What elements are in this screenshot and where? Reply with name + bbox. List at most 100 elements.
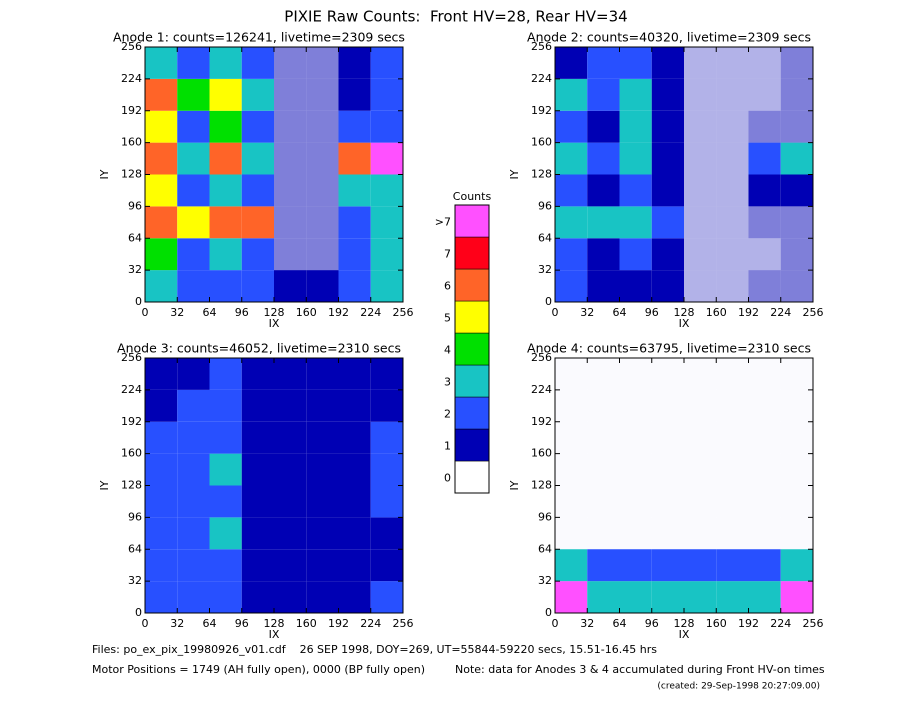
heatmap-cell	[274, 453, 307, 486]
heatmap-cell	[716, 270, 749, 302]
heatmap-cell	[145, 389, 178, 422]
colorbar-label: >7	[435, 216, 451, 229]
x-tick-label: 256	[393, 306, 414, 319]
heatmap-cell	[684, 358, 716, 390]
heatmap-cell	[370, 358, 403, 390]
heatmap-cell	[370, 142, 403, 175]
heatmap-cell	[241, 421, 274, 454]
heatmap-cell	[716, 517, 748, 549]
heatmap-cell	[145, 358, 178, 390]
x-tick-label: 96	[645, 617, 659, 630]
heatmap-cell	[684, 549, 717, 582]
y-tick-label: 224	[531, 383, 552, 396]
footer-files: Files: po_ex_pix_19980926_v01.cdf 26 SEP…	[92, 643, 657, 656]
heatmap-cell	[619, 142, 652, 175]
x-tick-label: 192	[328, 617, 349, 630]
heatmap-cell	[652, 390, 684, 422]
heatmap-cell	[620, 454, 652, 486]
heatmap-cell	[370, 453, 403, 486]
x-tick-label: 64	[613, 617, 627, 630]
heatmap-cell	[555, 358, 587, 390]
colorbar-label: 0	[444, 472, 451, 485]
x-tick-label: 192	[738, 617, 759, 630]
heatmap-cell	[652, 486, 684, 518]
heatmap-cell	[145, 142, 178, 175]
heatmap-cell	[587, 142, 620, 175]
heatmap-cell	[781, 422, 813, 454]
heatmap-cell	[684, 78, 717, 111]
heatmap-cell	[781, 454, 813, 486]
heatmap-cell	[716, 581, 749, 613]
heatmap-cell	[620, 358, 652, 390]
x-tick-label: 64	[203, 306, 217, 319]
heatmap-cell	[241, 110, 274, 143]
heatmap-cell	[619, 110, 652, 143]
heatmap-cell	[555, 549, 588, 582]
x-tick-label: 0	[142, 617, 149, 630]
heatmap-cell	[274, 358, 307, 390]
colorbar-frame	[454, 204, 490, 494]
colorbar-box	[454, 396, 490, 430]
heatmap-cell	[306, 110, 339, 143]
y-tick-label: 256	[531, 351, 552, 364]
heatmap-cell	[620, 422, 652, 454]
heatmap-cell	[241, 581, 274, 613]
x-tick-label: 96	[235, 617, 249, 630]
heatmap-cell	[306, 485, 339, 518]
heatmap-cell	[241, 238, 274, 271]
heatmap-cell	[619, 238, 652, 271]
heatmap-cell	[587, 581, 620, 613]
heatmap-cell	[748, 110, 781, 143]
heatmap-cell	[651, 270, 684, 302]
heatmap-cell	[209, 485, 242, 518]
heatmap-cell	[209, 47, 242, 79]
heatmap-cell	[780, 174, 813, 207]
heatmap-cell	[274, 485, 307, 518]
heatmap-cell	[716, 454, 748, 486]
y-tick-label: 256	[531, 40, 552, 53]
heatmap-cell	[780, 78, 813, 111]
heatmap-cell	[241, 142, 274, 175]
heatmap-cell	[651, 142, 684, 175]
heatmap-cell	[587, 517, 619, 549]
heatmap-cell	[306, 142, 339, 175]
heatmap-cell	[619, 47, 652, 79]
heatmap-cell	[555, 390, 587, 422]
heatmap-cell	[716, 422, 748, 454]
y-axis-label: IY	[98, 480, 111, 490]
heatmap-cell	[587, 110, 620, 143]
heatmap-cell	[555, 517, 587, 549]
heatmap-cell	[749, 517, 781, 549]
heatmap-cell	[274, 389, 307, 422]
heatmap-cell	[684, 486, 716, 518]
heatmap-cell	[306, 47, 339, 79]
heatmap-cell	[145, 549, 178, 582]
x-tick-label: 96	[645, 306, 659, 319]
heatmap-cell	[209, 110, 242, 143]
heatmap-cell	[370, 47, 403, 79]
y-tick-label: 64	[128, 542, 142, 555]
heatmap-cell	[241, 517, 274, 550]
heatmap-cell	[306, 517, 339, 550]
heatmap-cell	[209, 389, 242, 422]
heatmap-cell	[684, 581, 717, 613]
heatmap-cell	[145, 421, 178, 454]
heatmap-cell	[555, 422, 587, 454]
panel-title: Anode 1: counts=126241, livetime=2309 se…	[113, 30, 405, 45]
heatmap-cell	[145, 485, 178, 518]
heatmap-cell	[587, 422, 619, 454]
heatmap-cell	[306, 238, 339, 271]
heatmap-cell	[274, 238, 307, 271]
y-tick-label: 160	[531, 447, 552, 460]
heatmap-cell	[748, 47, 781, 79]
heatmap-cell	[306, 389, 339, 422]
colorbar-label: 6	[444, 280, 451, 293]
heatmap-cell	[716, 174, 749, 207]
heatmap-cell	[145, 270, 178, 302]
y-tick-label: 32	[128, 263, 142, 276]
colorbar-label: 1	[444, 440, 451, 453]
x-tick-label: 32	[170, 617, 184, 630]
y-tick-label: 160	[531, 136, 552, 149]
heatmap-cell	[748, 78, 781, 111]
heatmap-cell	[780, 110, 813, 143]
